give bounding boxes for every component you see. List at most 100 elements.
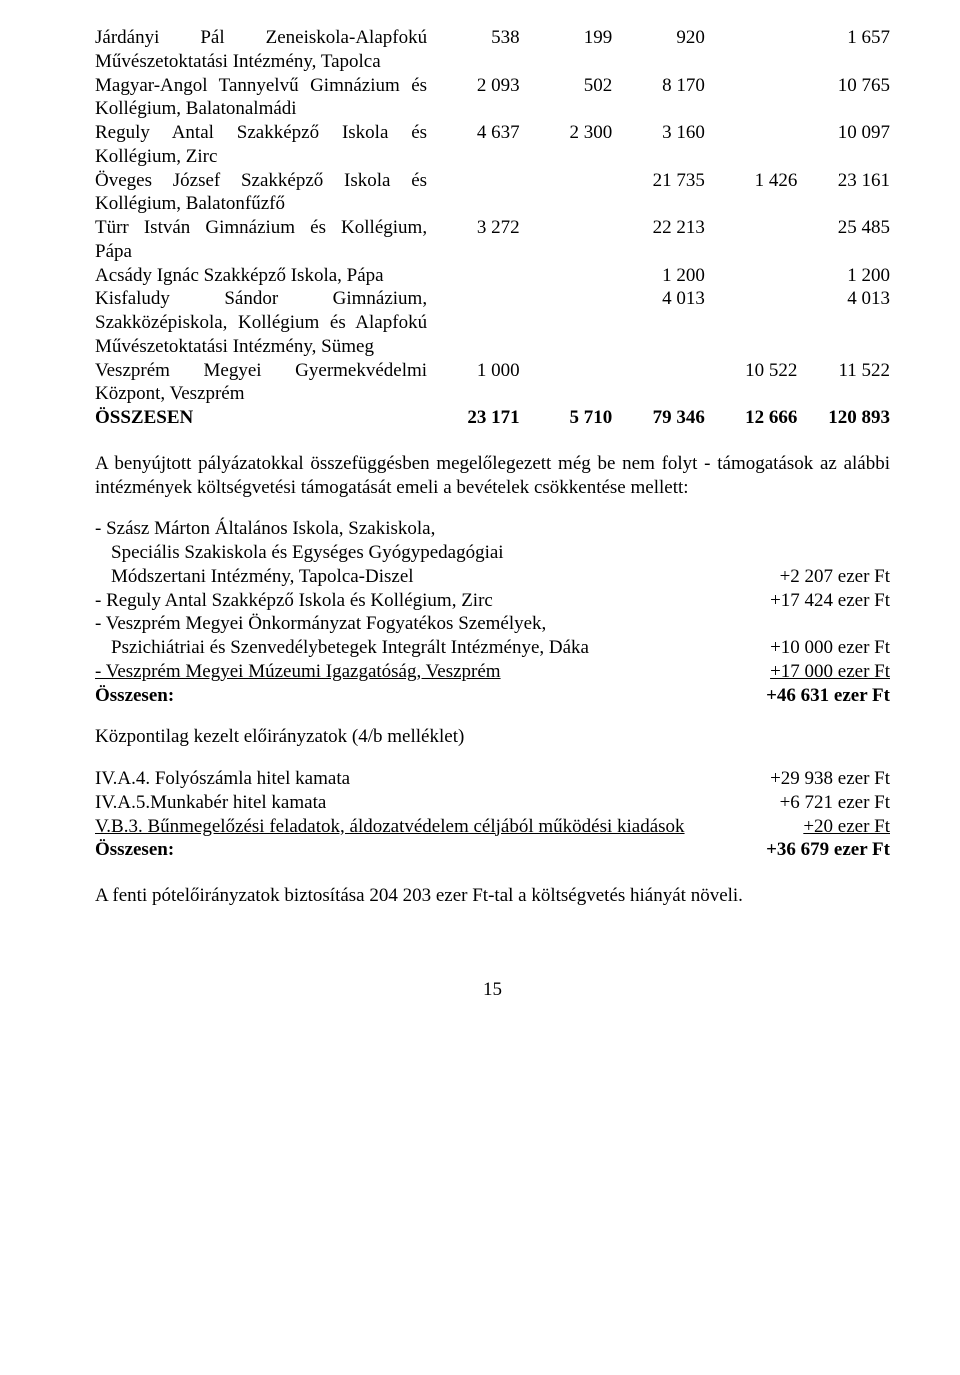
total-value: 120 893 bbox=[797, 406, 890, 430]
allocation-right: +6 721 ezer Ft bbox=[780, 791, 890, 815]
row-value bbox=[520, 287, 613, 358]
row-value: 3 160 bbox=[612, 121, 705, 169]
allocation-total-right: +36 679 ezer Ft bbox=[766, 838, 890, 862]
allocation-left: - Veszprém Megyei Önkormányzat Fogyatéko… bbox=[95, 612, 546, 636]
allocation-line: - Veszprém Megyei Önkormányzat Fogyatéko… bbox=[95, 612, 890, 636]
table-row: Acsády Ignác Szakképző Iskola, Pápa 1 200… bbox=[95, 264, 890, 288]
row-value: 199 bbox=[520, 26, 613, 74]
allocation-line: Speciális Szakiskola és Egységes Gyógype… bbox=[95, 541, 890, 565]
budget-table-body: Járdányi Pál Zeneiskola-Alapfokú Művésze… bbox=[95, 26, 890, 430]
allocation-line: - Szász Márton Általános Iskola, Szakisk… bbox=[95, 517, 890, 541]
row-value: 1 000 bbox=[427, 359, 520, 407]
table-row: Öveges József Szakképző Iskola és Kollég… bbox=[95, 169, 890, 217]
allocation-right: +17 000 ezer Ft bbox=[770, 660, 890, 684]
row-value: 4 637 bbox=[427, 121, 520, 169]
row-name: Magyar-Angol Tannyelvű Gimnázium és Koll… bbox=[95, 74, 427, 122]
row-value: 4 013 bbox=[612, 287, 705, 358]
row-name: Öveges József Szakképző Iskola és Kollég… bbox=[95, 169, 427, 217]
row-value: 1 200 bbox=[612, 264, 705, 288]
total-value: 5 710 bbox=[520, 406, 613, 430]
row-value bbox=[520, 169, 613, 217]
allocation-total-left: Összesen: bbox=[95, 838, 174, 862]
row-value: 2 093 bbox=[427, 74, 520, 122]
row-value: 8 170 bbox=[612, 74, 705, 122]
table-total-row: ÖSSZESEN23 1715 71079 34612 666120 893 bbox=[95, 406, 890, 430]
paragraph-closing: A fenti pótelőirányzatok biztosítása 204… bbox=[95, 884, 890, 908]
row-value: 10 765 bbox=[797, 74, 890, 122]
allocation-right: +10 000 ezer Ft bbox=[770, 636, 890, 660]
row-value: 3 272 bbox=[427, 216, 520, 264]
allocation-total-left: Összesen: bbox=[95, 684, 174, 708]
allocation-right: +17 424 ezer Ft bbox=[770, 589, 890, 613]
allocation-total: Összesen: +36 679 ezer Ft bbox=[95, 838, 890, 862]
row-name: Kisfaludy Sándor Gimnázium, Szakközépisk… bbox=[95, 287, 427, 358]
allocation-left: - Szász Márton Általános Iskola, Szakisk… bbox=[95, 517, 435, 541]
allocation-right: +2 207 ezer Ft bbox=[780, 565, 890, 589]
table-row: Magyar-Angol Tannyelvű Gimnázium és Koll… bbox=[95, 74, 890, 122]
row-value: 2 300 bbox=[520, 121, 613, 169]
row-value bbox=[705, 74, 798, 122]
row-value: 1 657 bbox=[797, 26, 890, 74]
row-value bbox=[520, 264, 613, 288]
row-value: 538 bbox=[427, 26, 520, 74]
allocation-left: IV.A.5.Munkabér hitel kamata bbox=[95, 791, 326, 815]
row-value bbox=[427, 287, 520, 358]
row-value: 10 522 bbox=[705, 359, 798, 407]
row-value: 11 522 bbox=[797, 359, 890, 407]
allocation-block-2: IV.A.4. Folyószámla hitel kamata +29 938 … bbox=[95, 767, 890, 862]
row-value: 23 161 bbox=[797, 169, 890, 217]
row-value: 1 200 bbox=[797, 264, 890, 288]
row-value bbox=[705, 264, 798, 288]
total-label: ÖSSZESEN bbox=[95, 406, 427, 430]
total-value: 23 171 bbox=[427, 406, 520, 430]
row-name: Veszprém Megyei Gyermekvédelmi Központ, … bbox=[95, 359, 427, 407]
row-value bbox=[705, 216, 798, 264]
row-value bbox=[705, 287, 798, 358]
allocation-left: V.B.3. Bűnmegelőzési feladatok, áldozatv… bbox=[95, 815, 685, 839]
row-value bbox=[520, 359, 613, 407]
row-value: 21 735 bbox=[612, 169, 705, 217]
row-name: Reguly Antal Szakképző Iskola és Kollégi… bbox=[95, 121, 427, 169]
budget-table: Járdányi Pál Zeneiskola-Alapfokú Művésze… bbox=[95, 26, 890, 430]
table-row: Kisfaludy Sándor Gimnázium, Szakközépisk… bbox=[95, 287, 890, 358]
allocation-total-right: +46 631 ezer Ft bbox=[766, 684, 890, 708]
allocation-right: +29 938 ezer Ft bbox=[770, 767, 890, 791]
row-value: 4 013 bbox=[797, 287, 890, 358]
allocation-left: Speciális Szakiskola és Egységes Gyógype… bbox=[95, 541, 504, 565]
allocation-line: Módszertani Intézmény, Tapolca-Diszel +2 … bbox=[95, 565, 890, 589]
allocation-line: - Reguly Antal Szakképző Iskola és Kollé… bbox=[95, 589, 890, 613]
allocation-line: V.B.3. Bűnmegelőzési feladatok, áldozatv… bbox=[95, 815, 890, 839]
row-value bbox=[520, 216, 613, 264]
allocation-left: Módszertani Intézmény, Tapolca-Diszel bbox=[95, 565, 414, 589]
table-row: Járdányi Pál Zeneiskola-Alapfokú Művésze… bbox=[95, 26, 890, 74]
paragraph-intro: A benyújtott pályázatokkal összefüggésbe… bbox=[95, 452, 890, 500]
row-value: 10 097 bbox=[797, 121, 890, 169]
row-value bbox=[427, 264, 520, 288]
mid-line: Központilag kezelt előirányzatok (4/b me… bbox=[95, 725, 890, 749]
row-value: 25 485 bbox=[797, 216, 890, 264]
row-name: Türr István Gimnázium és Kollégium, Pápa bbox=[95, 216, 427, 264]
total-value: 12 666 bbox=[705, 406, 798, 430]
total-value: 79 346 bbox=[612, 406, 705, 430]
allocation-left: Pszichiátriai és Szenvedélybetegek Integ… bbox=[95, 636, 589, 660]
table-row: Türr István Gimnázium és Kollégium, Pápa… bbox=[95, 216, 890, 264]
row-name: Acsády Ignác Szakképző Iskola, Pápa bbox=[95, 264, 427, 288]
allocation-right: +20 ezer Ft bbox=[803, 815, 890, 839]
row-value bbox=[612, 359, 705, 407]
row-value: 1 426 bbox=[705, 169, 798, 217]
allocation-block-1: - Szász Márton Általános Iskola, Szakisk… bbox=[95, 517, 890, 707]
allocation-left: IV.A.4. Folyószámla hitel kamata bbox=[95, 767, 350, 791]
allocation-line: - Veszprém Megyei Múzeumi Igazgatóság, V… bbox=[95, 660, 890, 684]
allocation-total: Összesen: +46 631 ezer Ft bbox=[95, 684, 890, 708]
allocation-line: IV.A.4. Folyószámla hitel kamata +29 938 … bbox=[95, 767, 890, 791]
table-row: Veszprém Megyei Gyermekvédelmi Központ, … bbox=[95, 359, 890, 407]
row-value bbox=[705, 121, 798, 169]
row-value bbox=[427, 169, 520, 217]
page-number: 15 bbox=[95, 978, 890, 1002]
row-value: 22 213 bbox=[612, 216, 705, 264]
allocation-left: - Reguly Antal Szakképző Iskola és Kollé… bbox=[95, 589, 493, 613]
page: Járdányi Pál Zeneiskola-Alapfokú Művésze… bbox=[0, 0, 960, 1042]
row-value bbox=[705, 26, 798, 74]
allocation-line: IV.A.5.Munkabér hitel kamata +6 721 ezer … bbox=[95, 791, 890, 815]
allocation-line: Pszichiátriai és Szenvedélybetegek Integ… bbox=[95, 636, 890, 660]
